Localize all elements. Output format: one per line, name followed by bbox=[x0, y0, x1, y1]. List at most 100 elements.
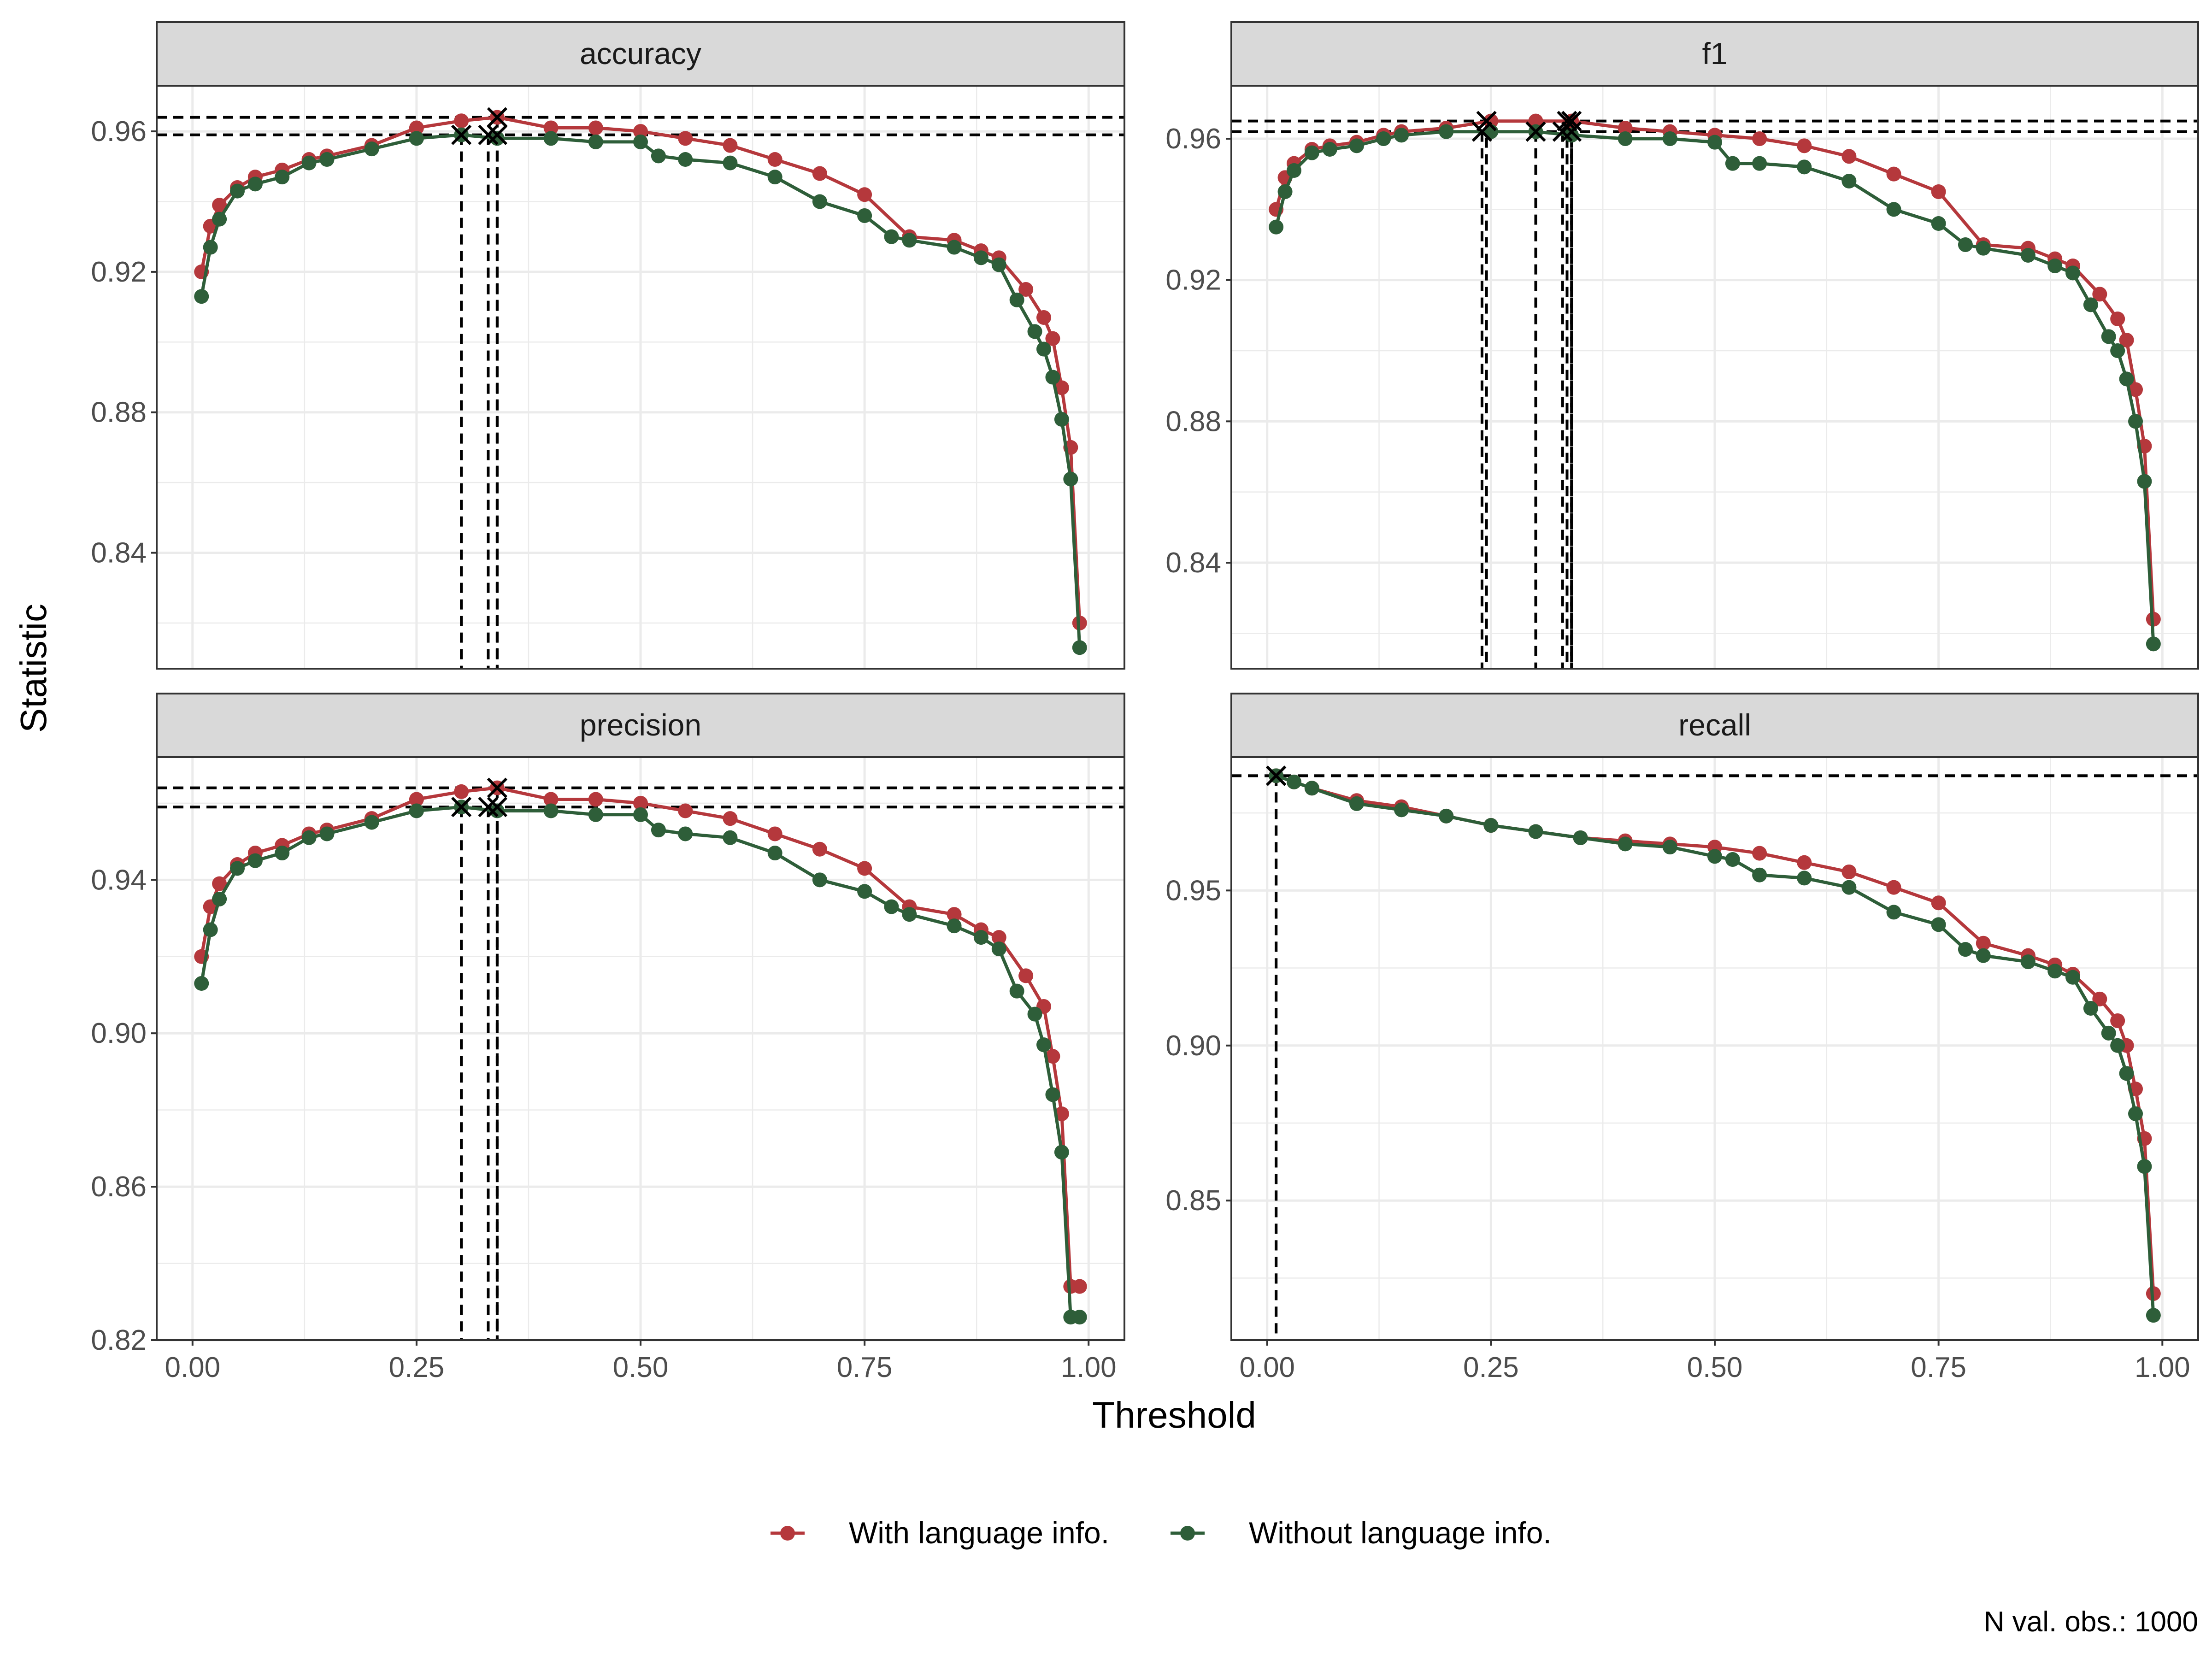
data-point-without bbox=[2020, 954, 2036, 970]
data-point-without bbox=[364, 141, 379, 157]
data-point-without bbox=[857, 884, 872, 899]
data-point-without bbox=[543, 131, 559, 146]
strip-background bbox=[156, 693, 1125, 758]
data-point-without bbox=[1304, 781, 1319, 796]
data-point-with bbox=[1841, 149, 1857, 164]
data-point-with bbox=[812, 841, 827, 857]
data-point-with bbox=[1886, 880, 1901, 895]
data-point-without bbox=[902, 233, 917, 248]
data-point-without bbox=[991, 257, 1006, 272]
y-axis-title: Statistic bbox=[13, 604, 54, 733]
data-point-without bbox=[1277, 184, 1293, 199]
data-point-with bbox=[1045, 331, 1060, 346]
data-point-with bbox=[1752, 846, 1767, 861]
optimum-marker-stroke bbox=[487, 797, 508, 818]
data-point-without bbox=[991, 941, 1006, 957]
data-point-without bbox=[1439, 124, 1454, 139]
optimum-marker-stroke bbox=[1552, 121, 1573, 142]
data-point-with bbox=[1797, 138, 1812, 153]
data-point-with bbox=[1976, 935, 1991, 951]
data-point-without bbox=[489, 803, 505, 818]
data-point-without bbox=[1841, 174, 1857, 188]
data-point-with bbox=[633, 795, 648, 811]
y-tick-label: 0.95 bbox=[1165, 875, 1221, 906]
panel-precision: precision 0.82 0.86 0.90 0.94 0.00 0.25 0.50 0.7… bbox=[91, 693, 1125, 1383]
data-point-with bbox=[633, 124, 648, 139]
y-tick-label: 0.88 bbox=[1165, 406, 1221, 437]
optimum-marker-stroke bbox=[1266, 765, 1287, 786]
data-point-without bbox=[2128, 1106, 2143, 1121]
panel-f1: f1 0.84 0.88 0.92 0.96 bbox=[1165, 21, 2199, 670]
data-point-with bbox=[1072, 1279, 1087, 1294]
y-tick-label: 0.85 bbox=[1165, 1185, 1221, 1217]
data-point-without bbox=[409, 131, 424, 146]
data-point-without bbox=[2146, 636, 2161, 652]
data-point-without bbox=[1286, 774, 1301, 789]
data-point-without bbox=[678, 826, 693, 841]
optimum-marker-stroke bbox=[1561, 121, 1582, 142]
data-point-with bbox=[723, 138, 738, 153]
data-point-without bbox=[1573, 830, 1588, 845]
data-point-without bbox=[1054, 1145, 1069, 1160]
data-point-without bbox=[1483, 818, 1499, 833]
y-tick-label: 0.96 bbox=[91, 116, 147, 147]
data-point-with bbox=[543, 120, 559, 135]
data-point-without bbox=[247, 176, 263, 192]
data-point-without bbox=[973, 250, 988, 265]
data-point-without bbox=[1304, 145, 1319, 160]
data-point-without bbox=[633, 807, 648, 822]
data-point-without bbox=[1752, 156, 1767, 171]
data-point-with bbox=[212, 876, 227, 891]
data-point-without bbox=[1725, 852, 1740, 867]
data-point-with bbox=[454, 784, 469, 799]
data-point-without bbox=[543, 803, 559, 818]
data-point-without bbox=[1618, 836, 1633, 852]
optimum-marker-stroke bbox=[1557, 111, 1577, 131]
optimum-marker-with bbox=[1476, 111, 1497, 131]
y-tick-label: 0.88 bbox=[91, 397, 147, 429]
data-point-without bbox=[194, 976, 209, 991]
data-point-without bbox=[1269, 219, 1284, 235]
data-point-with bbox=[1054, 380, 1069, 395]
data-point-without bbox=[1027, 1006, 1042, 1022]
data-point-with bbox=[1931, 184, 1946, 199]
data-point-without bbox=[1886, 202, 1901, 217]
data-point-without bbox=[884, 899, 899, 914]
data-point-without bbox=[247, 853, 263, 868]
x-tick-label: 0.75 bbox=[1911, 1352, 1966, 1383]
data-point-with bbox=[767, 152, 782, 167]
data-point-without bbox=[1036, 1037, 1051, 1053]
data-point-without bbox=[767, 170, 782, 185]
data-point-without bbox=[1931, 917, 1946, 932]
data-point-without bbox=[1707, 849, 1722, 864]
data-point-without bbox=[1752, 867, 1767, 882]
panel-recall: recall 0.85 0.90 0.95 0.00 0.25 0.50 0.75 1.00 bbox=[1165, 693, 2199, 1383]
data-point-without bbox=[1027, 324, 1042, 339]
data-point-with bbox=[857, 187, 872, 202]
data-point-without bbox=[1322, 142, 1337, 157]
data-point-without bbox=[203, 922, 218, 937]
data-point-without bbox=[1072, 1310, 1087, 1325]
data-point-without bbox=[1394, 802, 1409, 818]
x-tick-label: 0.25 bbox=[1463, 1352, 1519, 1383]
x-tick-label: 0.00 bbox=[165, 1352, 220, 1383]
data-point-with bbox=[1841, 864, 1857, 879]
optimum-marker-without bbox=[487, 124, 508, 145]
y-tick-label: 0.96 bbox=[1165, 123, 1221, 155]
data-point-without bbox=[678, 152, 693, 167]
strip-label: f1 bbox=[1702, 36, 1727, 71]
optimum-marker-without bbox=[1561, 121, 1582, 142]
data-point-without bbox=[230, 861, 245, 876]
x-tick-label: 0.50 bbox=[613, 1352, 669, 1383]
optimum-marker-stroke bbox=[487, 124, 508, 145]
data-point-with bbox=[947, 907, 962, 922]
data-point-without bbox=[301, 155, 317, 171]
y-tick-label: 0.86 bbox=[91, 1171, 147, 1203]
data-point-with bbox=[454, 113, 469, 129]
x-tick-label: 1.00 bbox=[2135, 1352, 2190, 1383]
data-point-without bbox=[1036, 341, 1051, 357]
data-point-without bbox=[947, 240, 962, 255]
data-point-with bbox=[991, 930, 1006, 945]
data-point-without bbox=[2137, 1159, 2152, 1174]
data-point-with bbox=[409, 120, 424, 135]
